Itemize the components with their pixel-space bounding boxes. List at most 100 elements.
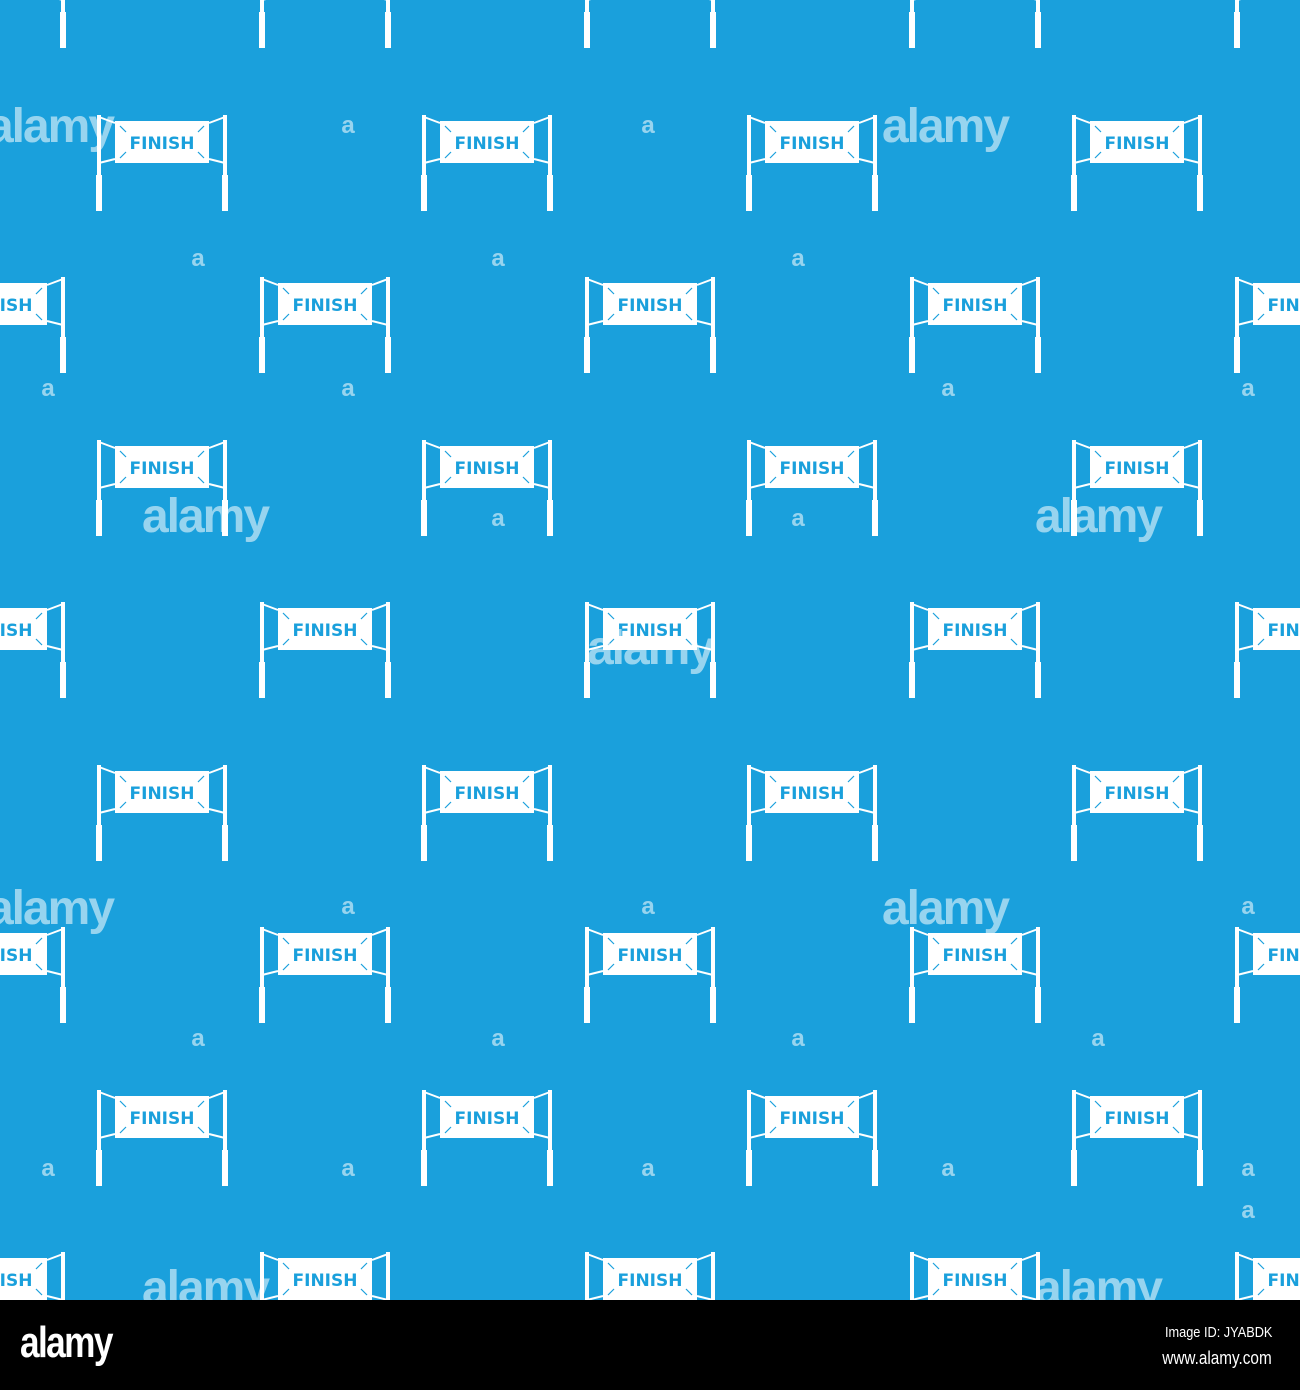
sign-text: FINISH <box>0 946 32 966</box>
finish-sign-icon: FINISH <box>909 602 1041 698</box>
sign-text: FINISH <box>943 1271 1008 1291</box>
sign-text: FINISH <box>943 946 1008 966</box>
sign-text: FINISH <box>1105 784 1170 804</box>
sign-text: FINISH <box>455 134 520 154</box>
watermark-text: alamy <box>882 882 1010 935</box>
watermark-small: a <box>641 112 655 139</box>
finish-sign-icon: FINISH <box>259 927 391 1023</box>
finish-sign-icon: FINISH <box>746 765 878 861</box>
sign-text: FINISH <box>455 784 520 804</box>
finish-sign-icon: FINISH <box>421 765 553 861</box>
finish-sign-icon: FINISH <box>584 277 716 373</box>
sign-text: FINISH <box>618 296 683 316</box>
sign-text: FINISH <box>618 946 683 966</box>
finish-sign-icon: FINISH <box>1071 115 1203 211</box>
watermark-small: a <box>791 1025 805 1052</box>
sign-text: FINISH <box>1105 1109 1170 1129</box>
sign-text: FINISH <box>293 1271 358 1291</box>
finish-sign-icon: FINISH <box>96 115 228 211</box>
sign-text: FINISH <box>780 784 845 804</box>
sign-text: FINISH <box>0 621 32 641</box>
watermark-text: alamy <box>882 100 1010 153</box>
finish-sign-icon: FINISH <box>584 602 716 698</box>
watermark-text: alamy <box>0 882 115 935</box>
watermark-small: a <box>341 375 355 402</box>
sign-text: FINISH <box>780 1109 845 1129</box>
watermark-small: a <box>41 1155 55 1182</box>
watermark-text: alamy <box>142 490 270 543</box>
watermark-small: a <box>941 1155 955 1182</box>
watermark-small: a <box>1241 1155 1255 1182</box>
watermark-small: a <box>491 505 505 532</box>
watermark-small: a <box>641 1155 655 1182</box>
sign-text: FINISH <box>455 1109 520 1129</box>
sign-text: FINISH <box>1105 459 1170 479</box>
finish-sign-icon: FINISH <box>1234 0 1242 48</box>
sign-text: FINISH <box>293 621 358 641</box>
finish-sign-pattern: FINISH FINISH FINISH FINISH FINISH FINISH FINI… <box>0 0 1300 1300</box>
finish-sign-icon: FINISH <box>909 0 1041 48</box>
footer-bar: alamy Image ID: JYABDK www.alamy.com <box>0 1300 1300 1390</box>
finish-sign-icon: FINISH <box>96 1090 228 1186</box>
watermark-small: a <box>341 1155 355 1182</box>
watermark-text: alamy <box>1035 490 1163 543</box>
finish-sign-icon: FINISH <box>1234 277 1300 373</box>
sign-text: FINISH <box>130 134 195 154</box>
sign-text: FINISH <box>0 1271 32 1291</box>
finish-sign-icon: FINISH <box>260 1252 390 1300</box>
sign-text: FINISH <box>943 296 1008 316</box>
sign-text: FINISH <box>780 459 845 479</box>
watermark-small: a <box>1241 893 1255 920</box>
finish-sign-icon: FINISH <box>746 115 878 211</box>
sign-text: FINISH <box>130 459 195 479</box>
sign-text: FINISH <box>293 296 358 316</box>
finish-sign-icon: FINISH <box>259 602 391 698</box>
sign-text: FINISH <box>780 134 845 154</box>
finish-sign-icon: FINISH <box>584 927 716 1023</box>
watermark-small: a <box>491 245 505 272</box>
finish-sign-icon: FINISH <box>96 440 228 536</box>
finish-sign-icon: FINISH <box>421 1090 553 1186</box>
sign-text: FINISH <box>455 459 520 479</box>
finish-sign-icon: FINISH <box>584 0 716 48</box>
finish-sign-icon: FINISH <box>746 1090 878 1186</box>
sign-text: FINISH <box>130 1109 195 1129</box>
finish-sign-icon: FINISH <box>421 115 553 211</box>
finish-sign-icon: FINISH <box>0 602 66 698</box>
sign-text: FINISH <box>1105 134 1170 154</box>
finish-sign-icon: FINISH <box>0 1252 65 1300</box>
sign-text: FINISH <box>1268 621 1300 641</box>
watermark-text: alamy <box>587 622 715 675</box>
finish-sign-icon: FINISH <box>421 440 553 536</box>
watermark-small: a <box>791 245 805 272</box>
finish-sign-icon: FINISH <box>1071 440 1203 536</box>
sign-text: FINISH <box>943 621 1008 641</box>
sign-text: FINISH <box>1268 1271 1300 1291</box>
watermark-small: a <box>791 505 805 532</box>
finish-sign-icon: FINISH <box>746 440 878 536</box>
watermark-small: a <box>1241 375 1255 402</box>
sign-text: FINISH <box>618 621 683 641</box>
watermark-small: a <box>41 375 55 402</box>
finish-sign-icon: FINISH <box>259 277 391 373</box>
watermark-small: a <box>1091 1025 1105 1052</box>
finish-sign-icon: FINISH <box>909 277 1041 373</box>
watermark-small: a <box>191 245 205 272</box>
watermark-text: alamy <box>1035 1262 1163 1300</box>
finish-sign-icon: FINISH <box>1235 1252 1300 1300</box>
finish-sign-icon: FINISH <box>910 1252 1040 1300</box>
watermark-small: a <box>191 1025 205 1052</box>
finish-sign-icon: FINISH <box>1071 1090 1203 1186</box>
sign-text: FINISH <box>618 1271 683 1291</box>
finish-sign-icon: FINISH <box>0 277 66 373</box>
watermark-text: alamy <box>142 1262 270 1300</box>
alamy-logo: alamy <box>20 1318 113 1367</box>
watermark-small: a <box>641 893 655 920</box>
finish-sign-icon: FINISH <box>259 0 391 48</box>
watermark-small: a <box>341 893 355 920</box>
finish-sign-icon: FINISH <box>1234 602 1300 698</box>
sign-text: FINISH <box>1268 296 1300 316</box>
image-id: Image ID: JYABDK <box>1164 1324 1272 1341</box>
finish-sign-icon: FINISH <box>585 1252 715 1300</box>
finish-sign-icon: FINISH <box>1071 765 1203 861</box>
